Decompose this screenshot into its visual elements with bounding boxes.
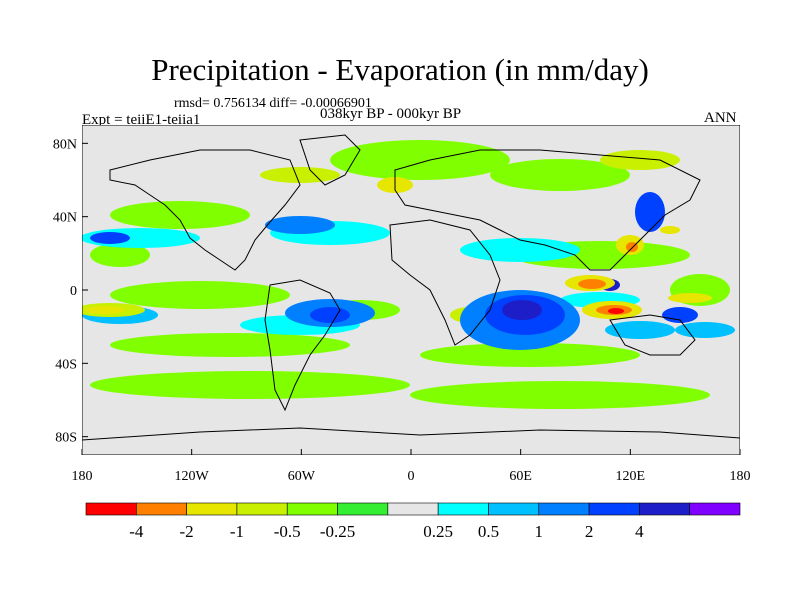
field-patch <box>90 243 150 267</box>
colorbar-label: 0.25 <box>423 522 453 541</box>
period-label: 038kyr BP - 000kyr BP <box>320 106 462 122</box>
field-patch <box>265 216 335 234</box>
colorbar-label: 4 <box>635 522 644 541</box>
colorbar-swatch <box>538 502 590 516</box>
x-tick-label: 180 <box>72 469 93 484</box>
x-tick-label: 60E <box>509 469 532 484</box>
field-patch <box>578 279 606 289</box>
field-blue-maxima <box>90 192 698 350</box>
coastlines <box>82 134 740 441</box>
field-patch <box>502 300 542 320</box>
field-patch <box>330 140 510 180</box>
colorbar-swatch <box>337 502 389 516</box>
colorbar-label: -4 <box>129 522 144 541</box>
axis-ticks: 180 120W 60W 0 60E 120E 180 80N 40N 0 40S 80S <box>53 137 751 484</box>
map-fields <box>82 125 740 455</box>
field-patch <box>600 150 680 170</box>
coast-australia <box>609 314 696 356</box>
x-tick-label: 180 <box>730 469 751 484</box>
y-tick-label: 40S <box>55 357 77 372</box>
field-patch <box>675 322 735 338</box>
field-patch <box>668 293 712 303</box>
y-tick-label: 80S <box>55 431 77 446</box>
coast-north-america <box>109 149 301 271</box>
colorbar-label: 1 <box>535 522 544 541</box>
y-tick-label: 40N <box>53 211 77 226</box>
field-patch <box>635 192 665 232</box>
field-patch <box>90 232 130 244</box>
map-title: Precipitation - Evaporation (in mm/day) <box>151 52 649 87</box>
field-patch <box>310 307 350 323</box>
field-patch <box>85 306 125 314</box>
colorbar: -4 -2 -1 -0.5 -0.25 0.25 0.5 1 2 4 <box>85 502 741 541</box>
colorbar-swatch <box>437 502 489 516</box>
field-patch <box>460 238 580 262</box>
colorbar-label: 2 <box>585 522 594 541</box>
field-patch <box>90 371 410 399</box>
stats-line: rmsd= 0.756134 diff= -0.00066901 <box>174 96 372 111</box>
coast-south-america <box>264 279 341 412</box>
field-patch <box>260 167 340 183</box>
coast-greenland <box>299 134 361 186</box>
field-patch <box>110 333 350 357</box>
field-patch <box>660 226 680 234</box>
colorbar-label: 0.5 <box>478 522 499 541</box>
colorbar-swatch <box>488 502 540 516</box>
field-patch <box>110 281 290 309</box>
colorbar-swatch <box>186 502 238 516</box>
colorbar-label: -2 <box>180 522 194 541</box>
colorbar-label: -0.5 <box>274 522 301 541</box>
colorbar-swatch <box>639 502 690 516</box>
colorbar-swatch <box>236 502 288 516</box>
field-patch <box>605 321 675 339</box>
field-patch <box>490 159 630 191</box>
y-tick-label: 80N <box>53 137 77 152</box>
field-patch <box>410 381 710 409</box>
field-patch <box>110 201 250 229</box>
coast-antarctica <box>82 427 740 441</box>
y-tick-label: 0 <box>70 284 77 299</box>
x-tick-label: 120E <box>616 469 646 484</box>
x-tick-label: 120W <box>175 469 210 484</box>
colorbar-swatch <box>136 502 187 516</box>
colorbar-swatch <box>85 502 137 516</box>
colorbar-label: -1 <box>230 522 244 541</box>
coast-eurasia <box>394 149 701 271</box>
colorbar-swatch <box>689 502 741 516</box>
colorbar-swatch <box>588 502 640 516</box>
colorbar-swatch <box>387 502 439 516</box>
field-patch <box>420 343 640 367</box>
field-patch <box>608 308 624 314</box>
experiment-label: Expt = teiiE1-teiia1 <box>82 112 201 128</box>
colorbar-label: -0.25 <box>320 522 355 541</box>
coast-africa <box>389 219 501 346</box>
x-tick-label: 60W <box>288 469 316 484</box>
season-label: ANN <box>704 110 737 126</box>
colorbar-swatch <box>286 502 338 516</box>
x-tick-label: 0 <box>408 469 415 484</box>
